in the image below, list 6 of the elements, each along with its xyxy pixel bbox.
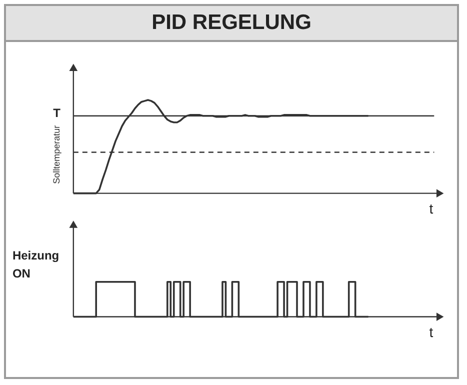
chart-title: PID REGELUNG (6, 6, 457, 42)
x-axis-title: t (429, 200, 434, 216)
y-axis-title: T (53, 106, 62, 120)
y-axis-title: Heizung ON (12, 248, 60, 281)
x-axis-title: t (429, 324, 434, 340)
ref-line-label: Solltemperatur (51, 125, 62, 184)
